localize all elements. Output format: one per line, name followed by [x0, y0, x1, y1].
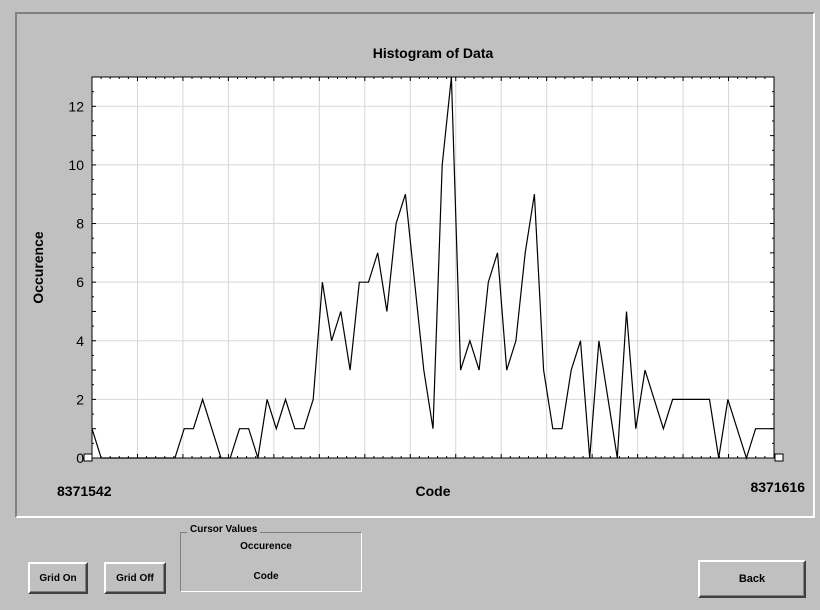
cursor-occurrence-label: Occurence: [240, 541, 292, 552]
back-button[interactable]: Back: [698, 560, 806, 598]
x-axis-max-label: 8371616: [750, 479, 805, 495]
cursor-values-group: Cursor Values Occurence Code: [180, 524, 362, 592]
x-axis-label: Code: [416, 483, 451, 499]
cursor-code-label: Code: [253, 571, 279, 582]
grid-lines: [92, 77, 774, 458]
y-tick-label: 12: [68, 98, 84, 114]
y-tick-label: 4: [76, 333, 84, 349]
y-axis-label: Occurence: [30, 231, 46, 304]
right-cursor-handle[interactable]: [774, 453, 784, 462]
y-tick-label: 0: [76, 450, 84, 466]
y-tick-label: 8: [76, 216, 84, 232]
plot-border: [91, 76, 775, 459]
plot-background: [92, 77, 774, 458]
x-axis-min-label: 8371542: [57, 483, 112, 499]
left-cursor-handle[interactable]: [83, 453, 93, 462]
grid-off-button[interactable]: Grid Off: [104, 562, 166, 594]
y-tick-label: 6: [76, 274, 84, 290]
y-tick-label: 10: [68, 157, 84, 173]
y-tick-label: 2: [76, 391, 84, 407]
histogram-chart: 0 2 4 6 8 10 12 Histogram of Data Occurence Co…: [30, 45, 805, 499]
series-line: [91, 76, 774, 460]
chart-panel: 0 2 4 6 8 10 12 Histogram of Data Occurence Co…: [15, 12, 815, 518]
cursor-values-legend: Cursor Values: [187, 524, 261, 535]
y-tick-labels: 0 2 4 6 8 10 12: [68, 98, 84, 466]
chart-title: Histogram of Data: [373, 45, 494, 61]
grid-on-button[interactable]: Grid On: [28, 562, 88, 594]
